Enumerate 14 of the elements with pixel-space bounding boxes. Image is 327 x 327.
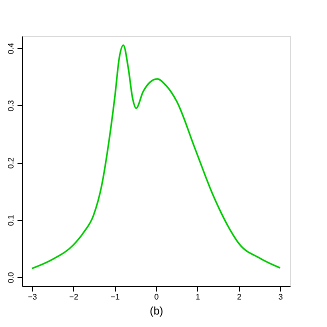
- line-series: [31, 44, 281, 270]
- x-tick-label: 2: [236, 292, 242, 302]
- x-tick-label: −2: [69, 292, 79, 302]
- y-tick-label: 0.4: [6, 42, 16, 54]
- y-tick-label: 0.0: [6, 271, 16, 284]
- x-tick-label: −1: [110, 292, 120, 302]
- x-tick-label: 3: [278, 292, 284, 302]
- x-tick-label: −3: [28, 292, 38, 302]
- y-tick-label: 0.2: [6, 156, 16, 169]
- x-axis-title: (b): [150, 306, 164, 318]
- y-tick-label: 0.1: [6, 214, 16, 226]
- x-tick-label: 1: [196, 292, 201, 302]
- x-tick-label: 0: [154, 292, 160, 302]
- y-tick-label: 0.3: [6, 100, 16, 112]
